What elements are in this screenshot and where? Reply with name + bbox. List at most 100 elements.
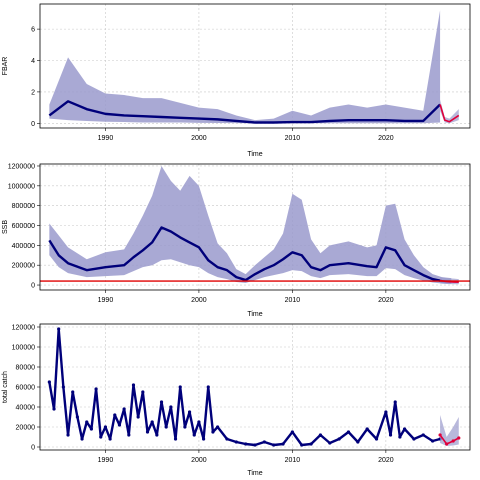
total-catch-historical-point <box>122 407 126 411</box>
total-catch-historical-point <box>71 390 75 394</box>
panel-fbar: 1990 2000 2010 2020 0 2 4 6 Time FBAR <box>2 3 471 158</box>
total-catch-historical-point <box>393 400 397 404</box>
total-catch-historical-point <box>290 430 294 434</box>
ssb-x-tick-label: 2000 <box>191 297 207 304</box>
panel-total-catch: 1990 2000 2010 2020 0 20000 40000 60000 80000 100… <box>2 323 471 477</box>
total-catch-historical-point <box>328 441 332 445</box>
total-catch-historical-point <box>66 433 70 437</box>
ssb-y-tick-label: 1200000 <box>8 163 35 170</box>
total-catch-historical-point <box>356 440 360 444</box>
ssb-x-tick-label: 1990 <box>98 297 114 304</box>
ssb-y-tick-label: 0 <box>31 283 35 290</box>
total-catch-historical-point <box>201 437 206 441</box>
total-catch-historical-point <box>187 410 192 414</box>
total-catch-historical-point <box>145 430 150 434</box>
total-catch-x-tick-label: 2000 <box>191 457 207 464</box>
total-catch-y-tick-label: 80000 <box>16 365 36 372</box>
total-catch-historical-point <box>183 425 187 429</box>
total-catch-historical-point <box>300 443 304 447</box>
ssb-y-tick-label: 400000 <box>12 243 35 250</box>
total-catch-historical-point <box>94 387 98 391</box>
total-catch-historical-point <box>85 420 89 424</box>
fbar-plot-frame <box>39 3 471 129</box>
ssb-y-axis-title: SSB <box>2 220 9 234</box>
total-catch-historical-point <box>150 420 154 424</box>
total-catch-historical-point <box>402 427 407 431</box>
total-catch-historical-point <box>99 435 103 439</box>
total-catch-historical-point <box>75 415 79 419</box>
fbar-x-tick-label: 2000 <box>191 135 207 142</box>
total-catch-historical-point <box>262 440 266 444</box>
total-catch-forecast-point <box>457 436 461 440</box>
ssb-x-tick-label: 2010 <box>285 297 301 304</box>
fbar-y-tick-label: 0 <box>31 121 35 128</box>
total-catch-historical-point <box>253 443 257 447</box>
ssb-y-tick-label: 1000000 <box>8 183 35 190</box>
total-catch-historical-point <box>108 437 112 441</box>
total-catch-historical-point <box>206 385 210 389</box>
total-catch-forecast-point <box>451 439 455 443</box>
total-catch-historical-point <box>117 423 122 427</box>
total-catch-historical-point <box>272 443 276 447</box>
panel-ssb: 1990 2000 2010 2020 0 200000 400000 600000 80000… <box>2 163 471 318</box>
total-catch-historical-point <box>431 439 435 443</box>
total-catch-historical-point <box>398 435 402 439</box>
total-catch-historical-point <box>52 407 56 411</box>
total-catch-x-tick-label: 1990 <box>98 457 114 464</box>
total-catch-x-tick-label: 2020 <box>378 457 394 464</box>
fbar-forecast-line <box>439 104 460 123</box>
total-catch-historical-point <box>225 437 229 441</box>
total-catch-y-tick-label: 40000 <box>16 405 36 412</box>
fbar-historical-line <box>48 100 441 124</box>
ssb-x-axis-title: Time <box>247 311 262 318</box>
total-catch-historical-point <box>103 425 108 429</box>
total-catch-historical-point <box>421 433 425 437</box>
total-catch-y-tick-label: 120000 <box>12 325 35 332</box>
total-catch-historical-point <box>164 425 168 429</box>
total-catch-forecast-line <box>439 434 460 445</box>
fbar-x-tick-label: 1990 <box>98 135 114 142</box>
total-catch-historical-point <box>155 433 159 437</box>
fbar-historical-band <box>49 10 441 124</box>
total-catch-y-tick-label: 0 <box>31 445 35 452</box>
total-catch-historical-point <box>173 437 178 441</box>
fbar-y-tick-label: 2 <box>31 89 35 96</box>
total-catch-historical-point <box>89 427 94 431</box>
total-catch-historical-point <box>318 433 323 437</box>
total-catch-historical-point <box>192 433 196 437</box>
total-catch-x-tick-label: 2010 <box>285 457 301 464</box>
total-catch-historical-point <box>127 433 131 437</box>
ssb-y-tick-label: 600000 <box>12 223 35 230</box>
fbar-x-tick-label: 2020 <box>378 135 394 142</box>
total-catch-historical-point <box>388 433 393 437</box>
total-catch-y-axis-title: total catch <box>2 371 9 403</box>
ssb-y-tick-label: 800000 <box>12 203 35 210</box>
total-catch-historical-point <box>80 437 84 441</box>
total-catch-historical-point <box>412 437 416 441</box>
total-catch-forecast-point <box>445 442 449 446</box>
fbar-y-axis-title: FBAR <box>2 57 9 76</box>
total-catch-historical-point <box>178 385 182 389</box>
ssb-historical-line <box>48 226 452 283</box>
fbar-x-tick-label: 2010 <box>285 135 301 142</box>
total-catch-historical-point <box>365 427 369 431</box>
total-catch-historical-point <box>47 380 51 384</box>
fbar-y-tick-label: 6 <box>31 27 35 34</box>
total-catch-historical-point <box>337 437 341 441</box>
total-catch-historical-point <box>197 420 201 424</box>
total-catch-forecast-band <box>440 415 459 446</box>
ssb-historical-band <box>49 165 452 284</box>
total-catch-historical-point <box>346 430 351 434</box>
total-catch-historical-point <box>136 415 140 419</box>
total-catch-y-tick-label: 20000 <box>16 425 36 432</box>
ssb-x-tick-label: 2020 <box>378 297 394 304</box>
total-catch-forecast-point <box>438 433 442 437</box>
total-catch-historical-point <box>309 442 313 446</box>
total-catch-historical-point <box>281 442 285 446</box>
fbar-x-axis-title: Time <box>247 151 262 158</box>
total-catch-historical-point <box>244 442 248 446</box>
total-catch-historical-point <box>374 437 379 441</box>
total-catch-historical-point <box>57 327 61 331</box>
total-catch-historical-point <box>216 425 220 429</box>
